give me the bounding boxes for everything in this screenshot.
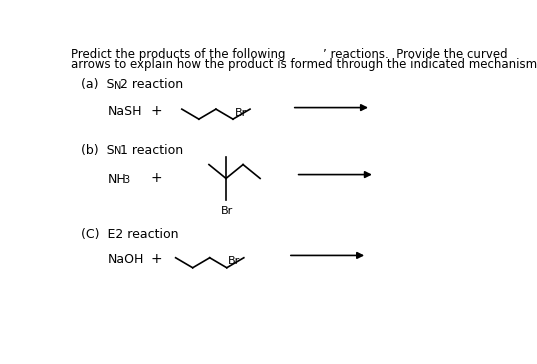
Text: NaSH: NaSH (107, 105, 142, 118)
Text: (b)  S: (b) S (81, 144, 115, 157)
Text: Br: Br (221, 206, 234, 216)
Text: 1 reaction: 1 reaction (120, 144, 183, 157)
Text: 2 reaction: 2 reaction (120, 78, 183, 91)
Text: +: + (151, 104, 163, 118)
Text: Predict the products of the following: Predict the products of the following (71, 48, 286, 61)
Text: N: N (114, 146, 122, 156)
Text: (C)  E2 reaction: (C) E2 reaction (81, 229, 179, 241)
Text: Br: Br (228, 256, 241, 266)
Text: NaOH: NaOH (107, 253, 144, 266)
Text: +: + (151, 171, 163, 186)
Text: +: + (151, 252, 163, 266)
Text: (a)  S: (a) S (81, 78, 114, 91)
Text: 3: 3 (124, 175, 130, 185)
Text: ’ reactions.  Provide the curved: ’ reactions. Provide the curved (323, 48, 507, 61)
Text: arrows to explain how the product is formed through the indicated mechanism.: arrows to explain how the product is for… (71, 58, 537, 71)
Text: Br: Br (235, 108, 248, 118)
Text: N: N (114, 81, 122, 91)
Text: NH: NH (107, 173, 126, 186)
